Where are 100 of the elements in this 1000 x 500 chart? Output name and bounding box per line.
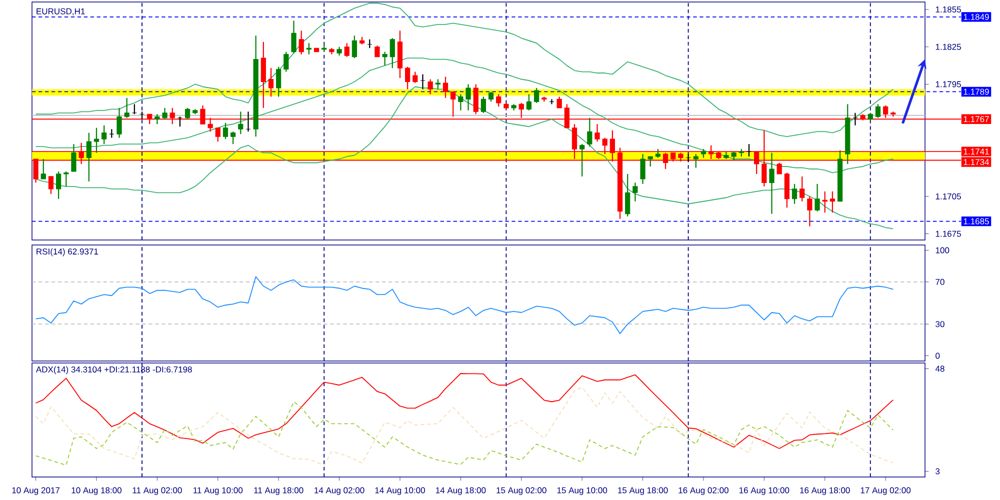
x-tick-label: 10 Aug 18:00	[72, 487, 122, 495]
candlestick	[177, 116, 183, 128]
candlestick	[260, 41, 266, 108]
chart-title: RSI(14) 62.9371	[36, 248, 98, 256]
candlestick	[184, 107, 190, 120]
x-tick-label: 14 Aug 02:00	[314, 487, 364, 495]
x-tick-label: 14 Aug 10:00	[375, 487, 425, 495]
candlestick	[686, 153, 691, 162]
x-tick-label: 15 Aug 10:00	[557, 487, 608, 495]
candlestick	[40, 158, 46, 180]
candlestick	[428, 78, 433, 95]
candlestick	[473, 84, 478, 115]
candlestick	[374, 45, 380, 58]
candlestick	[632, 182, 638, 202]
candlestick	[769, 152, 774, 214]
x-tick-label: 11 Aug 02:00	[132, 487, 182, 495]
candlestick	[215, 127, 220, 142]
candlestick	[852, 112, 858, 126]
y-tick-label: 100	[936, 247, 950, 254]
candlestick	[526, 94, 532, 111]
candlestick	[268, 67, 274, 98]
candlestick	[556, 96, 562, 108]
candlestick	[284, 51, 289, 72]
ref-line-label: 1.1767	[964, 116, 989, 122]
candlestick	[154, 114, 160, 125]
candlestick	[222, 122, 228, 140]
candlestick	[94, 127, 100, 154]
candlestick	[86, 132, 92, 182]
y-tick-label: 1.1675	[936, 230, 961, 237]
y-tick-label: 1.1855	[936, 6, 961, 12]
candlestick	[594, 124, 600, 142]
candlestick	[344, 42, 350, 58]
candlestick	[64, 170, 69, 187]
candlestick	[48, 176, 54, 194]
candlestick	[549, 98, 554, 105]
candlestick	[276, 66, 282, 98]
candlestick	[792, 183, 798, 204]
candlestick	[466, 84, 471, 111]
x-tick-label: 14 Aug 18:00	[436, 487, 486, 495]
candlestick	[800, 176, 805, 202]
candlestick	[480, 96, 486, 114]
y-tick-label: 48	[935, 366, 944, 372]
candlestick	[442, 76, 448, 99]
x-tick-label: 15 Aug 02:00	[496, 487, 546, 495]
candlestick	[162, 107, 168, 120]
candlestick	[124, 97, 130, 118]
candlestick	[390, 38, 395, 69]
candlestick	[71, 143, 76, 172]
candlestick	[830, 190, 836, 214]
y-tick-label: 1.1825	[936, 44, 961, 50]
candlestick	[488, 91, 494, 102]
candlestick	[807, 196, 812, 227]
candlestick	[56, 170, 62, 200]
y-tick-label: 30	[936, 321, 944, 328]
candlestick	[435, 78, 440, 90]
x-tick-label: 16 Aug 10:00	[739, 487, 790, 495]
ref-line-label: 1.1741	[964, 148, 989, 154]
y-tick-label: 1.1795	[936, 81, 961, 88]
candlestick	[405, 66, 410, 90]
ref-line-label: 1.1685	[964, 218, 989, 224]
candlestick	[776, 162, 782, 175]
candlestick	[298, 30, 304, 55]
candlestick	[648, 156, 653, 168]
candlestick	[875, 104, 881, 118]
candlestick	[693, 153, 698, 168]
ref-line-label: 1.1849	[964, 14, 989, 20]
x-tick-label: 10 Aug 2017	[12, 487, 60, 495]
x-tick-label: 16 Aug 18:00	[800, 487, 850, 495]
y-tick-label: 70	[936, 278, 944, 285]
ref-line-label: 1.1789	[964, 88, 989, 95]
candlestick	[420, 74, 426, 90]
x-tick-label: 11 Aug 18:00	[254, 487, 304, 495]
candlestick	[746, 143, 752, 158]
candlestick	[352, 35, 358, 59]
candlestick	[640, 153, 646, 184]
candlestick	[450, 91, 456, 118]
candlestick	[246, 111, 251, 132]
text: EURUSD,H1	[36, 8, 85, 16]
candlestick	[102, 124, 107, 145]
x-tick-label: 15 Aug 18:00	[618, 487, 668, 495]
candlestick	[496, 94, 502, 108]
candlestick	[458, 94, 464, 111]
chart-title: ADX(14) 34.3104 +DI:21.1188 -DI:6.7198	[36, 366, 192, 374]
candlestick	[132, 104, 137, 115]
candlestick	[382, 51, 388, 66]
candlestick	[230, 131, 236, 145]
x-tick-label: 17 Aug 02:00	[860, 487, 911, 495]
candlestick	[814, 183, 820, 212]
y-tick-label: 1.1705	[936, 193, 961, 200]
y-tick-label: 3	[936, 468, 940, 474]
ref-line-label: 1.1734	[964, 159, 990, 166]
x-tick-label: 16 Aug 02:00	[678, 487, 728, 495]
candlestick	[291, 20, 296, 54]
candlestick	[238, 111, 244, 135]
candlestick	[580, 143, 585, 178]
y-tick-label: 0	[936, 352, 940, 359]
candlestick	[534, 87, 540, 104]
x-tick-label: 11 Aug 10:00	[194, 487, 243, 495]
candlestick	[587, 117, 592, 148]
candlestick	[625, 173, 630, 217]
